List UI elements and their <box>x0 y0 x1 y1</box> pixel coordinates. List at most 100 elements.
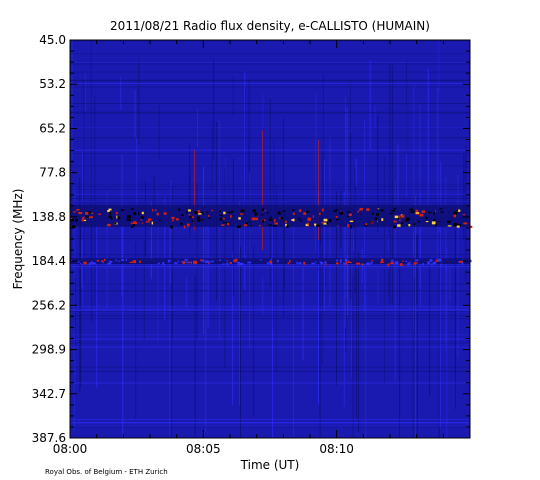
texture-row <box>70 283 470 285</box>
band-pixel <box>346 216 350 218</box>
texture-row <box>70 198 470 200</box>
band-pixel <box>340 261 342 264</box>
band-pixel <box>172 219 174 222</box>
band-pixel <box>219 210 221 213</box>
band-pixel <box>419 213 424 217</box>
band-pixel <box>306 211 310 213</box>
band-pixel <box>108 215 112 219</box>
band-pixel <box>219 217 223 221</box>
band-pixel <box>349 223 351 225</box>
texture-streak <box>377 267 379 306</box>
band-pixel <box>292 212 295 215</box>
band-pixel <box>412 210 415 213</box>
band-pixel <box>339 211 343 215</box>
band-pixel <box>422 263 425 266</box>
band-pixel <box>238 217 241 220</box>
band-pixel <box>197 219 201 222</box>
band-pixel <box>111 217 113 220</box>
texture-streak <box>387 249 389 297</box>
band-pixel <box>186 223 190 227</box>
band-pixel <box>286 225 289 228</box>
band-pixel <box>129 261 133 264</box>
band-pixel <box>193 260 197 264</box>
texture-streak <box>324 160 326 311</box>
band-pixel <box>208 261 210 264</box>
band-pixel <box>132 260 137 262</box>
band-pixel <box>408 223 411 227</box>
band-pixel <box>258 225 262 227</box>
x-tick-label: 08:00 <box>53 442 88 456</box>
texture-streak <box>150 201 152 280</box>
band-pixel <box>455 209 458 212</box>
texture-row <box>70 40 470 42</box>
band-pixel <box>250 224 252 227</box>
texture-row <box>70 422 470 424</box>
texture-row <box>70 419 470 421</box>
band-pixel <box>418 220 420 223</box>
band-pixel <box>197 210 201 213</box>
texture-row <box>70 370 470 372</box>
band-pixel <box>194 210 198 214</box>
band-pixel <box>147 218 152 221</box>
band-pixel <box>348 213 352 217</box>
texture-streak <box>429 265 431 397</box>
band-pixel <box>347 260 350 263</box>
band-pixel <box>381 218 384 221</box>
band-pixel <box>357 210 359 213</box>
plot-area <box>69 39 473 439</box>
band-pixel <box>404 220 406 222</box>
texture-streak <box>196 109 198 147</box>
band-pixel <box>170 225 173 229</box>
band-pixel <box>76 209 80 211</box>
band-pixel <box>237 263 242 266</box>
band-pixel <box>405 260 408 263</box>
band-pixel <box>376 220 379 223</box>
band-pixel <box>198 213 202 215</box>
band-pixel <box>347 224 350 228</box>
band-pixel <box>72 225 76 229</box>
band-pixel <box>130 222 135 224</box>
band-pixel <box>83 219 87 222</box>
texture-streak <box>416 234 418 304</box>
band-pixel <box>85 215 87 218</box>
band-pixel <box>167 261 170 263</box>
texture-streak <box>413 85 415 278</box>
band-pixel <box>380 209 384 212</box>
band-pixel <box>247 261 252 264</box>
texture-streak <box>336 191 338 386</box>
texture-streak <box>96 213 98 388</box>
band-pixel <box>107 223 111 227</box>
texture-streak <box>189 142 191 233</box>
band-pixel <box>145 221 150 223</box>
texture-streak <box>438 40 440 92</box>
band-pixel <box>399 219 401 221</box>
burst-spike <box>318 140 319 240</box>
x-axis-label: Time (UT) <box>240 458 300 472</box>
texture-row <box>70 338 470 340</box>
texture-streak <box>272 220 274 328</box>
band-pixel <box>270 258 272 261</box>
texture-streak <box>388 237 390 269</box>
band-pixel <box>312 215 314 218</box>
texture-streak <box>350 215 352 378</box>
band-pixel <box>219 214 223 217</box>
band-pixel <box>393 220 397 223</box>
band-pixel <box>206 211 208 214</box>
band-pixel <box>260 259 262 261</box>
band-pixel <box>358 209 363 211</box>
band-pixel <box>83 261 87 265</box>
band-pixel <box>108 208 112 211</box>
band-pixel <box>268 219 273 222</box>
band-pixel <box>260 214 264 216</box>
band-pixel <box>277 211 281 215</box>
band-pixel <box>221 224 225 226</box>
band-pixel <box>399 263 403 266</box>
band-pixel <box>282 210 286 212</box>
texture-row <box>70 137 470 139</box>
texture-streak <box>224 168 226 368</box>
texture-streak <box>143 240 145 341</box>
band-pixel <box>328 219 331 222</box>
band-pixel <box>234 258 238 262</box>
band-pixel <box>138 212 140 215</box>
